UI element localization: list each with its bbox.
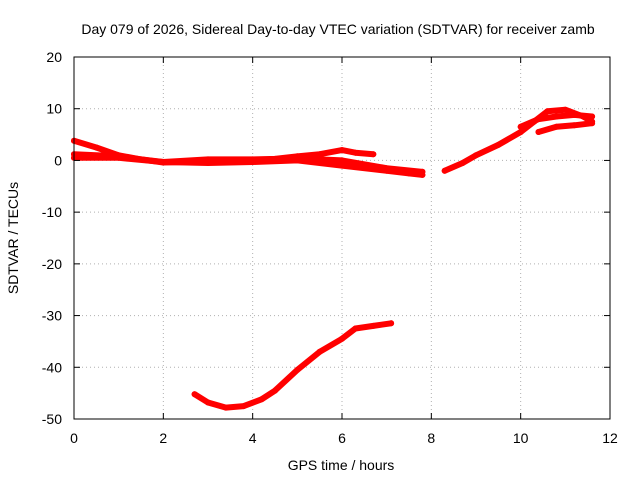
data-point [339,147,345,154]
data-point [294,155,301,162]
x-tick-label: 0 [70,430,78,446]
data-point [553,113,560,120]
series-line [535,120,596,135]
data-point [535,129,542,135]
data-point [272,387,278,394]
y-tick-label: -50 [42,411,62,427]
data-point [459,160,466,166]
data-point [553,123,560,130]
y-tick-label: -40 [42,359,62,375]
data-point [383,165,390,172]
data-point [495,141,502,148]
data-point [222,404,229,411]
data-point [571,122,578,129]
data-point [535,116,542,123]
series-line [441,106,596,174]
y-tick-label: 20 [46,49,62,65]
data-point [115,153,122,160]
data-point [352,325,359,332]
data-point [589,120,596,127]
data-point [240,403,247,410]
x-tick-label: 4 [249,430,257,446]
data-point [473,152,479,159]
data-point [339,335,345,342]
x-tick-label: 8 [427,430,435,446]
y-tick-label: -10 [42,204,62,220]
grid-lines [74,57,610,419]
data-series [71,106,596,411]
data-point [388,320,395,327]
x-tick-label: 10 [513,430,529,446]
series-line [191,320,395,411]
data-point [441,167,448,174]
data-point [589,113,596,120]
data-point [294,366,301,373]
series-rising-arc-mid [517,111,596,130]
data-point [544,108,551,115]
y-axis-label: SDTVAR / TECUs [5,182,21,294]
data-point [249,157,256,164]
data-point [160,159,167,166]
series-low-arc [191,320,395,411]
x-axis-label: GPS time / hours [288,457,395,473]
data-point [352,149,359,156]
data-point [419,168,426,175]
data-point [191,391,198,398]
data-point [316,348,323,355]
x-tick-label: 6 [338,430,346,446]
series-rising-arc-lower [535,120,596,135]
y-tick-label: -30 [42,308,62,324]
data-point [205,158,211,165]
data-point [316,151,323,158]
x-tick-label: 12 [602,430,618,446]
data-point [370,322,377,329]
data-point [258,396,265,403]
data-point [339,162,345,169]
data-point [339,157,345,164]
y-tick-label: 10 [46,101,62,117]
chart-title: Day 079 of 2026, Sidereal Day-to-day VTE… [81,21,594,37]
y-tick-label: -20 [42,256,62,272]
x-tick-label: 2 [159,430,167,446]
data-point [562,106,569,113]
data-point [93,144,100,151]
data-point [571,111,578,118]
data-point [517,123,524,130]
y-tick-label: 0 [54,152,62,168]
data-point [517,129,524,135]
axis-ticks: 0 2 4 6 8 10 12 20 10 0 -10 -20 -30 -40 -50 [42,49,618,446]
data-point [370,151,377,158]
data-point [205,399,211,406]
